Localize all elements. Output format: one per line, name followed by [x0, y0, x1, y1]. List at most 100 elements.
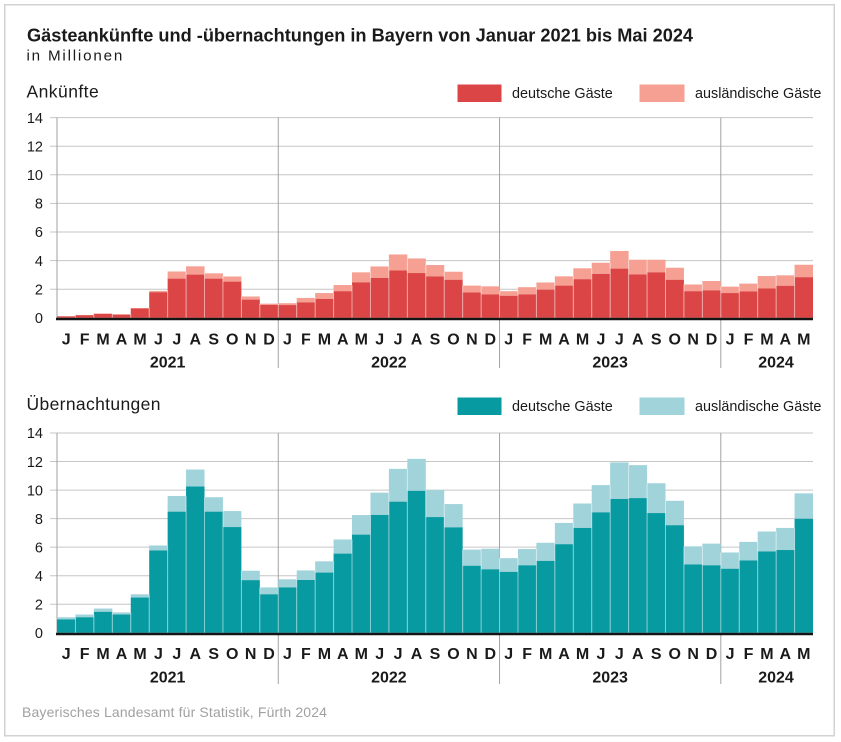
svg-text:N: N — [466, 331, 478, 348]
svg-text:10: 10 — [27, 168, 43, 184]
svg-text:Gästeankünfte und -übernachtun: Gästeankünfte und -übernachtungen in Bay… — [27, 26, 694, 46]
svg-text:F: F — [80, 646, 90, 663]
svg-text:F: F — [522, 331, 532, 348]
svg-text:2022: 2022 — [371, 355, 407, 372]
svg-text:M: M — [760, 331, 773, 348]
svg-text:Ankünfte: Ankünfte — [27, 82, 100, 102]
svg-text:J: J — [726, 331, 735, 348]
svg-text:J: J — [615, 331, 624, 348]
svg-text:14: 14 — [27, 111, 43, 127]
svg-text:2022: 2022 — [371, 670, 407, 687]
svg-text:A: A — [632, 646, 644, 663]
svg-text:O: O — [668, 331, 680, 348]
svg-text:8: 8 — [35, 512, 43, 528]
svg-text:J: J — [172, 331, 181, 348]
svg-text:A: A — [337, 646, 349, 663]
svg-text:A: A — [558, 646, 570, 663]
svg-text:A: A — [411, 331, 423, 348]
svg-text:J: J — [62, 646, 71, 663]
svg-text:ausländische Gäste: ausländische Gäste — [695, 86, 821, 102]
svg-text:M: M — [797, 646, 810, 663]
svg-text:D: D — [485, 646, 497, 663]
svg-text:12: 12 — [27, 455, 43, 471]
svg-text:M: M — [355, 331, 368, 348]
svg-text:J: J — [154, 331, 163, 348]
svg-text:J: J — [596, 331, 605, 348]
svg-text:O: O — [447, 331, 459, 348]
svg-text:F: F — [744, 331, 754, 348]
svg-text:M: M — [318, 331, 331, 348]
svg-text:J: J — [394, 646, 403, 663]
svg-text:A: A — [190, 331, 202, 348]
svg-text:F: F — [522, 646, 532, 663]
svg-text:6: 6 — [35, 540, 43, 556]
svg-text:J: J — [375, 646, 384, 663]
svg-text:J: J — [504, 646, 513, 663]
svg-text:S: S — [208, 646, 219, 663]
svg-text:D: D — [706, 646, 718, 663]
svg-text:J: J — [394, 331, 403, 348]
svg-text:A: A — [780, 331, 792, 348]
svg-text:M: M — [576, 646, 589, 663]
svg-text:M: M — [96, 646, 109, 663]
svg-text:J: J — [283, 646, 292, 663]
svg-text:O: O — [226, 331, 238, 348]
svg-text:N: N — [245, 646, 257, 663]
svg-text:14: 14 — [27, 426, 43, 442]
svg-text:J: J — [615, 646, 624, 663]
svg-text:10: 10 — [27, 483, 43, 499]
svg-text:F: F — [80, 331, 90, 348]
svg-text:M: M — [133, 331, 146, 348]
svg-text:J: J — [283, 331, 292, 348]
svg-text:2023: 2023 — [592, 670, 628, 687]
svg-text:2: 2 — [35, 282, 43, 298]
svg-text:D: D — [263, 331, 275, 348]
svg-text:ausländische Gäste: ausländische Gäste — [695, 399, 821, 415]
svg-text:N: N — [245, 331, 257, 348]
svg-text:N: N — [466, 646, 478, 663]
svg-text:2: 2 — [35, 597, 43, 613]
svg-text:A: A — [337, 331, 349, 348]
svg-text:N: N — [687, 646, 699, 663]
svg-text:A: A — [558, 331, 570, 348]
svg-text:2023: 2023 — [592, 355, 628, 372]
svg-text:4: 4 — [35, 254, 43, 270]
svg-text:J: J — [375, 331, 384, 348]
svg-text:M: M — [318, 646, 331, 663]
svg-text:6: 6 — [35, 225, 43, 241]
svg-text:Übernachtungen: Übernachtungen — [27, 394, 161, 414]
svg-text:S: S — [430, 646, 441, 663]
svg-text:O: O — [668, 646, 680, 663]
svg-text:12: 12 — [27, 139, 43, 155]
svg-text:J: J — [172, 646, 181, 663]
svg-text:M: M — [133, 646, 146, 663]
svg-text:M: M — [539, 646, 552, 663]
svg-text:J: J — [504, 331, 513, 348]
svg-text:F: F — [301, 646, 311, 663]
svg-text:J: J — [154, 646, 163, 663]
svg-text:O: O — [447, 646, 459, 663]
svg-text:deutsche Gäste: deutsche Gäste — [512, 399, 613, 415]
svg-text:4: 4 — [35, 569, 43, 585]
svg-text:0: 0 — [35, 311, 43, 327]
svg-text:M: M — [355, 646, 368, 663]
svg-text:F: F — [301, 331, 311, 348]
svg-text:S: S — [651, 646, 662, 663]
svg-text:A: A — [116, 331, 128, 348]
svg-text:0: 0 — [35, 626, 43, 642]
svg-text:A: A — [780, 646, 792, 663]
svg-text:N: N — [687, 331, 699, 348]
svg-text:M: M — [96, 331, 109, 348]
svg-text:deutsche Gäste: deutsche Gäste — [512, 86, 613, 102]
svg-text:J: J — [62, 331, 71, 348]
svg-text:2021: 2021 — [150, 670, 186, 687]
svg-text:A: A — [190, 646, 202, 663]
svg-text:D: D — [485, 331, 497, 348]
svg-text:J: J — [596, 646, 605, 663]
svg-text:D: D — [706, 331, 718, 348]
svg-text:A: A — [411, 646, 423, 663]
svg-text:2021: 2021 — [150, 355, 186, 372]
svg-text:in Millionen: in Millionen — [27, 48, 125, 65]
svg-text:S: S — [651, 331, 662, 348]
svg-text:M: M — [576, 331, 589, 348]
